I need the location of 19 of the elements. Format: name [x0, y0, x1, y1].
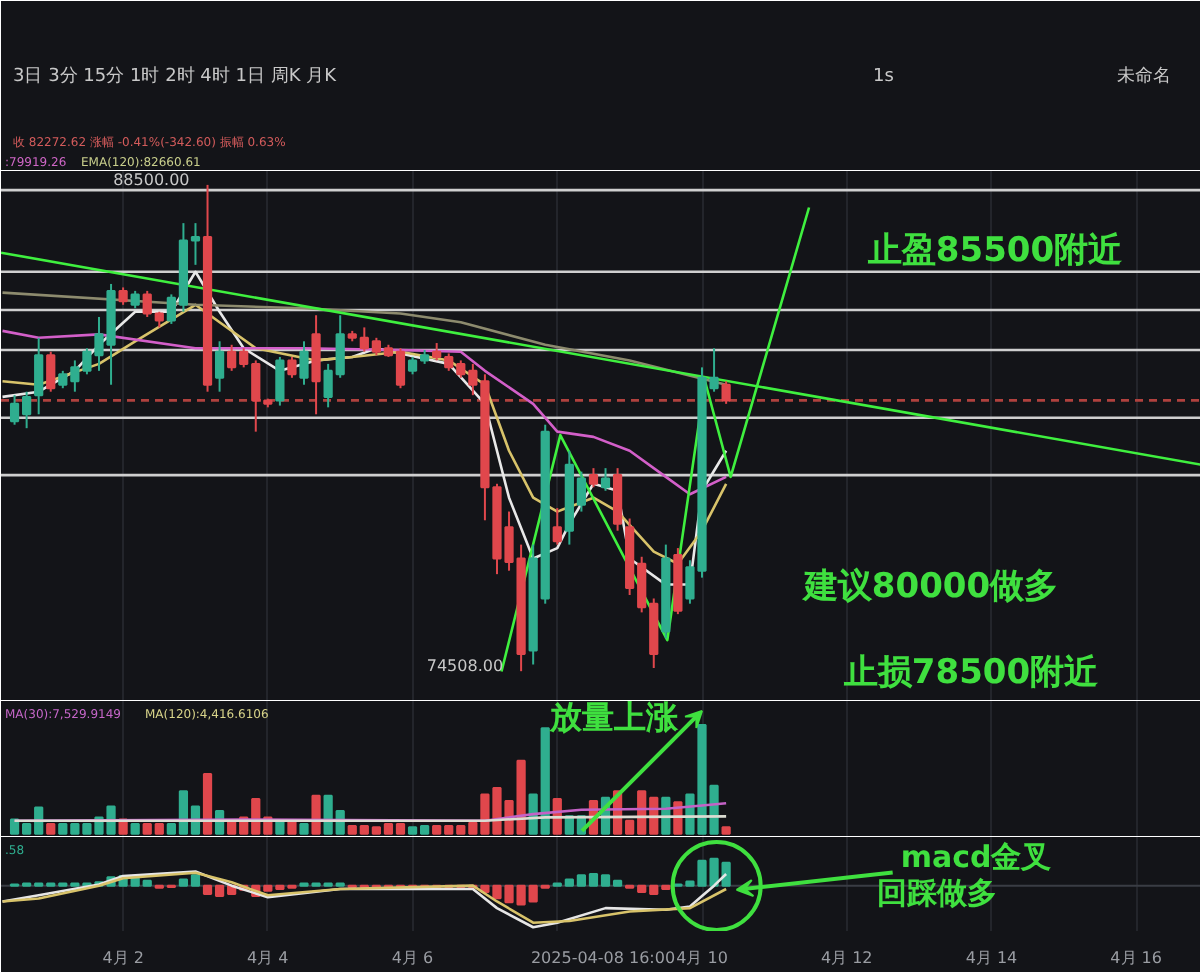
x-tick-label: 4月 16	[1110, 949, 1162, 967]
annotation: 88500.00	[113, 170, 190, 189]
x-tick-label: 4月 2	[102, 949, 144, 967]
annotation: macd金叉	[900, 839, 1052, 876]
x-tick-label: 4月 14	[965, 949, 1018, 967]
text: 2025-04-08 16:00	[530, 949, 676, 967]
x-tick-label: 4月 6	[391, 949, 434, 967]
annotation: 止盈85500附近	[865, 231, 1125, 271]
annotation: 回踩做多	[877, 874, 997, 911]
text: 3日 3分 15分 1时 2时 4时 1日 周K 月K	[13, 65, 339, 87]
annotation: 止损78500附近	[841, 653, 1101, 693]
text: 未命名	[1117, 65, 1171, 87]
text: 1s	[873, 67, 895, 87]
annotation: 74508.00	[426, 657, 504, 676]
annotation: 建议80000做多	[799, 567, 1059, 607]
x-tick-label: 4月 4	[247, 949, 289, 967]
x-tick-label: 4月 10	[676, 949, 728, 967]
annotation: 放量上涨	[548, 697, 681, 736]
x-tick-label: 4月 12	[820, 949, 873, 967]
